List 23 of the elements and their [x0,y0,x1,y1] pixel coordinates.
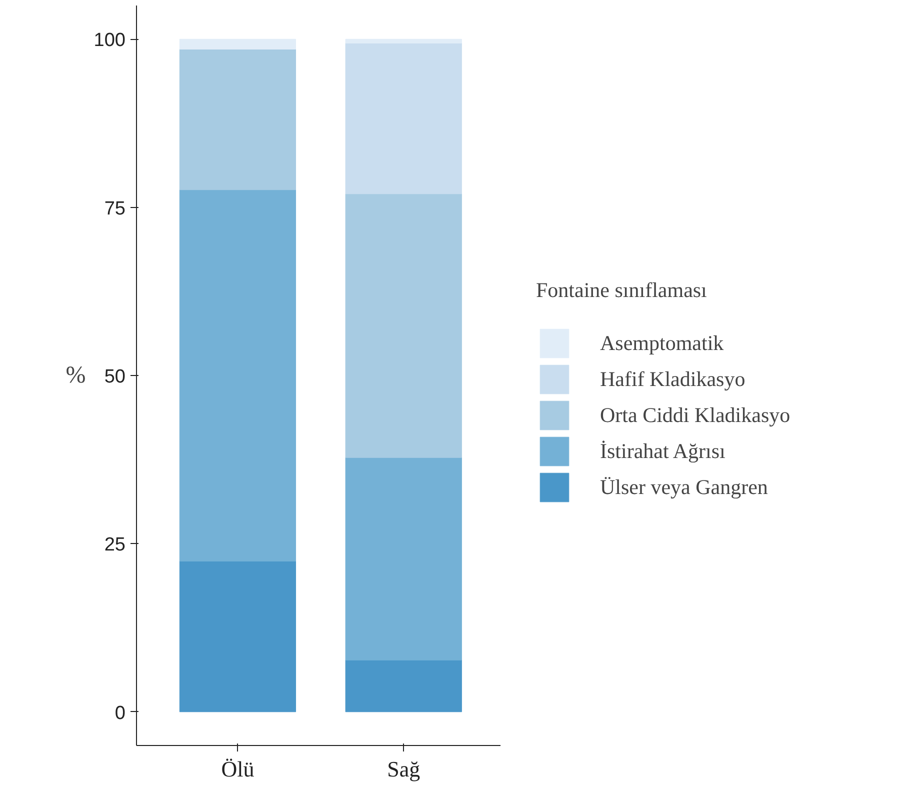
bar [179,190,296,562]
legend-label: Asemptomatik [600,330,724,356]
legend-label: Hafif Kladikasyo [600,366,746,392]
y-tick-label: 75 [104,198,126,220]
y-tick-label: 0 [114,702,126,724]
y-tick-label: 25 [104,534,126,556]
bar [345,42,462,194]
x-tick-label: Ölü [221,756,254,782]
y-tick-label: 50 [104,366,126,388]
bar [345,457,462,660]
x-tick-label: Sağ [387,756,420,782]
bar [179,38,296,50]
legend-label: İstirahat Ağrısı [600,438,726,464]
bar [179,48,296,190]
bar [179,560,296,712]
legend-label: Ülser veya Gangren [600,474,768,500]
legend-label: Orta Ciddi Kladikasyo [600,402,790,428]
y-tick-label: 100 [94,30,126,52]
bar [345,660,462,712]
bar [345,194,462,458]
bar [345,38,462,44]
y-axis-title: % [66,362,86,388]
legend-title: Fontaine sınıflaması [536,278,708,303]
